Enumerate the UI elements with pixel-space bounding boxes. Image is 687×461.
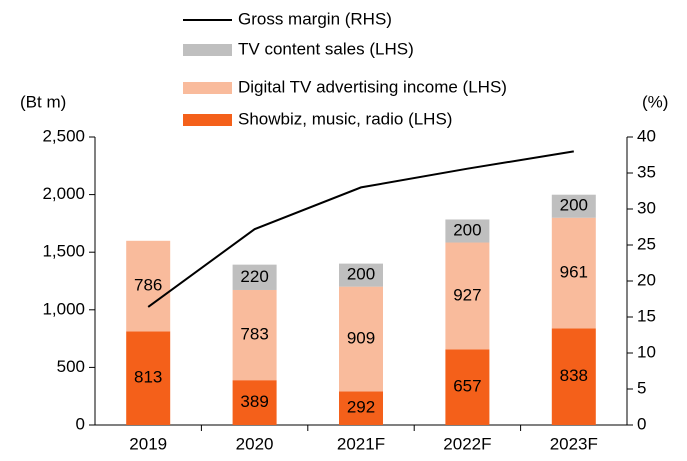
y-tick-label: 2,500 xyxy=(42,126,85,145)
y-tick-label: 0 xyxy=(76,414,85,433)
y2-tick-label: 0 xyxy=(637,414,646,433)
bar-segment xyxy=(126,331,171,425)
data-label: 961 xyxy=(560,263,588,282)
bar-segment xyxy=(445,219,490,243)
line-series xyxy=(147,150,574,308)
x-tick-label: 2023F xyxy=(550,434,598,453)
bar-segment xyxy=(551,194,596,218)
y2-tick-label: 10 xyxy=(637,342,656,361)
y2-tick-label: 20 xyxy=(637,270,656,289)
y2-tick-label: 30 xyxy=(637,198,656,217)
data-label: 657 xyxy=(453,377,481,396)
legend-label: Showbiz, music, radio (LHS) xyxy=(238,109,452,128)
legend-swatch xyxy=(183,82,232,94)
data-label: 200 xyxy=(453,220,481,239)
y-axis-label: (Bt m) xyxy=(20,92,66,111)
bar-segment xyxy=(339,263,383,287)
y2-tick-label: 15 xyxy=(637,306,656,325)
data-label: 813 xyxy=(134,368,162,387)
data-label: 838 xyxy=(560,366,588,385)
x-tick-label: 2022F xyxy=(443,434,491,453)
x-tick-label: 2021F xyxy=(337,434,385,453)
y2-tick-label: 40 xyxy=(637,126,656,145)
bar-segment xyxy=(339,391,383,425)
bar-segment xyxy=(232,380,277,425)
bar-segment xyxy=(339,286,383,392)
legend-swatch xyxy=(183,114,232,126)
y-tick-label: 500 xyxy=(57,357,85,376)
bar-segment xyxy=(551,328,596,425)
data-label: 200 xyxy=(347,265,375,284)
y2-tick-label: 25 xyxy=(637,234,656,253)
x-tick-label: 2020 xyxy=(236,434,274,453)
legend-label: Gross margin (RHS) xyxy=(238,9,392,28)
bar-segment xyxy=(445,242,490,350)
bar-segment xyxy=(551,217,596,329)
legend-label: TV content sales (LHS) xyxy=(238,39,414,58)
data-label: 389 xyxy=(240,392,268,411)
y-tick-label: 1,000 xyxy=(42,299,85,318)
y2-tick-label: 35 xyxy=(637,162,656,181)
y2-axis-label: (%) xyxy=(642,92,668,111)
data-label: 220 xyxy=(240,267,268,286)
data-label: 786 xyxy=(134,276,162,295)
data-label: 783 xyxy=(240,325,268,344)
data-label: 909 xyxy=(347,328,375,347)
legend-label: Digital TV advertising income (LHS) xyxy=(238,77,507,96)
legend-swatch xyxy=(183,44,232,56)
data-label: 927 xyxy=(453,285,481,304)
y2-tick-label: 5 xyxy=(637,378,646,397)
x-tick-label: 2019 xyxy=(129,434,167,453)
bar-segment xyxy=(232,264,277,290)
y-tick-label: 1,500 xyxy=(42,242,85,261)
bar-segment xyxy=(445,349,490,425)
bar-segment xyxy=(126,240,171,332)
bar-segment xyxy=(232,289,277,381)
data-label: 292 xyxy=(347,398,375,417)
data-label: 200 xyxy=(560,196,588,215)
y-tick-label: 2,000 xyxy=(42,184,85,203)
